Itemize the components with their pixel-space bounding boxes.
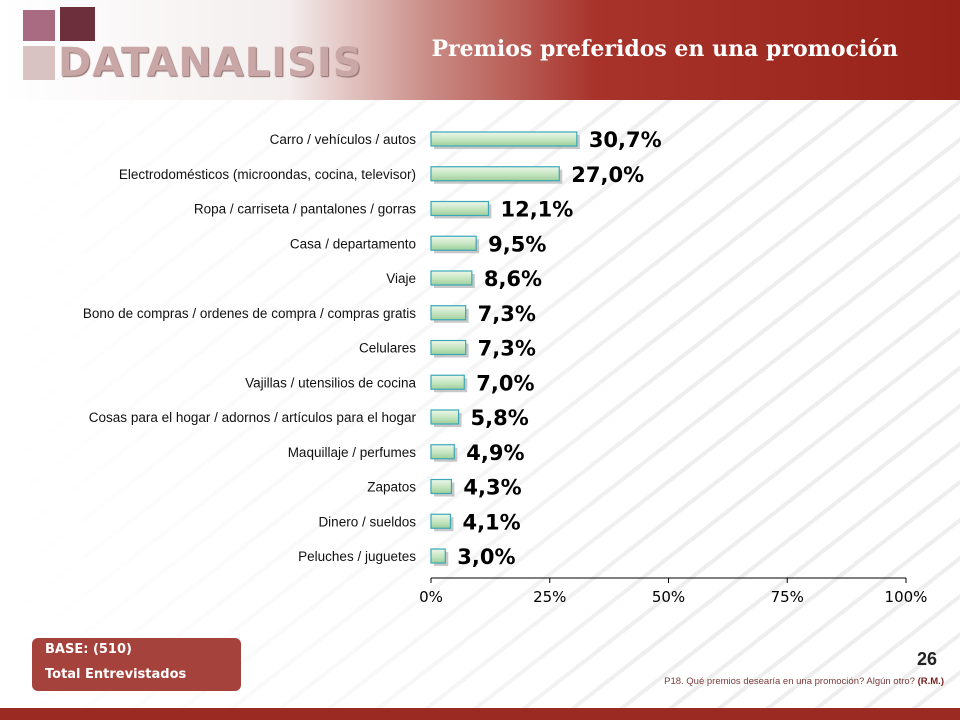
value-label: 27,0% [571, 163, 644, 187]
bar [430, 374, 465, 390]
value-label: 4,3% [463, 476, 521, 500]
page-title: Premios preferidos en una promoción [431, 36, 898, 62]
bar [430, 166, 560, 182]
value-label: 7,3% [478, 337, 536, 361]
footnote-question: P18. Qué premios desearía en una promoci… [664, 676, 915, 687]
value-label: 9,5% [488, 232, 546, 256]
bar-chart: Carro / vehículos / autos 30,7% Electrodom… [83, 128, 928, 606]
bar [430, 513, 452, 529]
bar [430, 444, 455, 460]
x-tick-label: 100% [885, 588, 928, 606]
bar [430, 305, 467, 321]
footer-bar [0, 708, 960, 720]
category-label: Cosas para el hogar / adornos / artículo… [89, 410, 417, 425]
bar [430, 200, 490, 217]
bar [430, 235, 477, 251]
category-label: Bono de compras / ordenes de compra / co… [83, 306, 416, 321]
bar [430, 339, 467, 356]
logo-square-3 [23, 46, 55, 80]
base-box: BASE: (510) Total Entrevistados [32, 638, 241, 691]
page-number: 26 [917, 649, 938, 669]
category-label: Maquillaje / perfumes [288, 445, 417, 460]
bar [430, 478, 453, 495]
category-label: Casa / departamento [290, 236, 416, 251]
value-label: 5,8% [471, 406, 529, 430]
bar [430, 548, 446, 564]
value-label: 7,3% [478, 302, 536, 326]
value-label: 30,7% [589, 128, 662, 152]
category-label: Vajillas / utensilios de cocina [245, 375, 416, 390]
category-label: Viaje [386, 271, 416, 286]
category-label: Ropa / carriseta / pantalones / gorras [194, 202, 416, 217]
category-label: Carro / vehículos / autos [270, 132, 417, 147]
x-tick-label: 0% [419, 588, 443, 606]
footnote-tag: (R.M.) [917, 676, 944, 687]
logo-wordmark: DATANALISIS [58, 40, 363, 86]
logo-square-1 [23, 10, 55, 41]
category-label: Dinero / sueldos [318, 514, 416, 529]
base-description: Total Entrevistados [45, 667, 187, 682]
value-label: 3,0% [457, 545, 515, 569]
value-label: 4,1% [462, 510, 520, 534]
category-label: Electrodomésticos (microondas, cocina, t… [119, 167, 416, 182]
bar [430, 409, 460, 425]
x-tick-label: 25% [533, 588, 566, 606]
logo-square-2 [60, 7, 95, 41]
bar [430, 270, 473, 286]
x-tick-label: 75% [771, 588, 804, 606]
value-label: 4,9% [466, 441, 524, 465]
category-label: Zapatos [367, 480, 416, 495]
footnote: P18. Qué premios desearía en una promoci… [664, 676, 944, 687]
value-label: 7,0% [476, 371, 534, 395]
x-tick-label: 50% [652, 588, 685, 606]
bar [430, 131, 578, 147]
category-label: Celulares [359, 341, 416, 356]
category-label: Peluches / juguetes [298, 549, 416, 564]
value-label: 8,6% [484, 267, 542, 291]
value-label: 12,1% [500, 198, 573, 222]
base-sample-size: BASE: (510) [45, 642, 132, 657]
header-banner: DATANALISIS Premios preferidos en una pr… [0, 0, 960, 100]
